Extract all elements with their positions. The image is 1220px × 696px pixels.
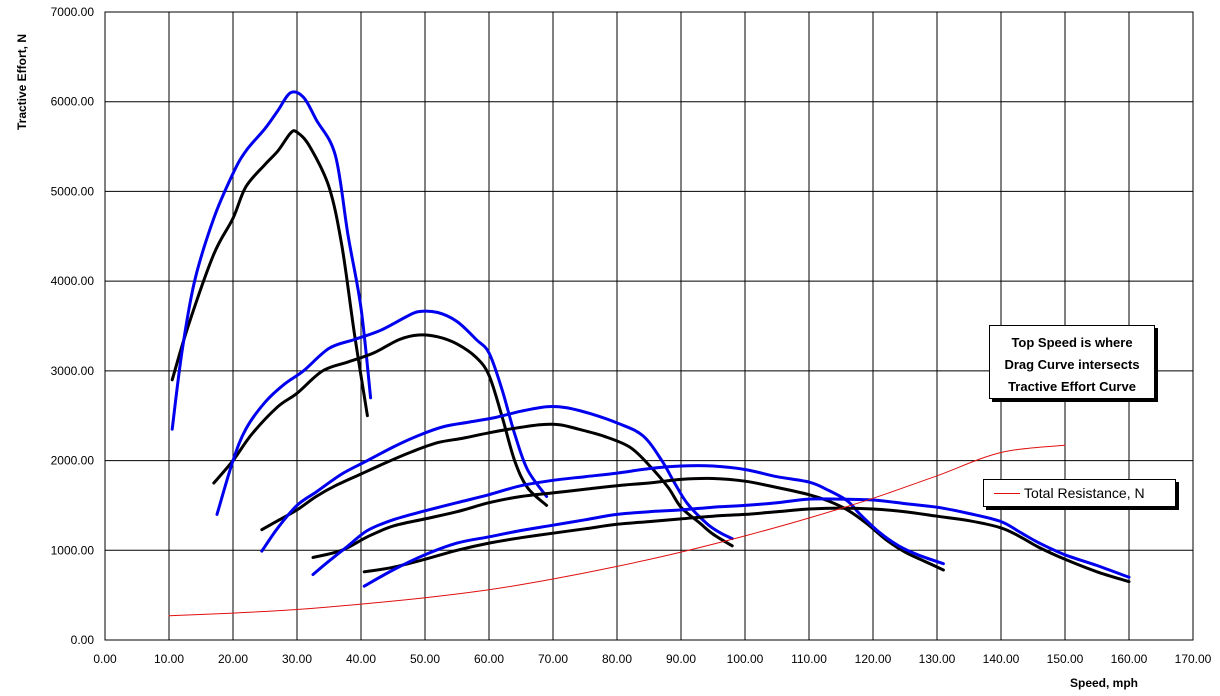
y-axis-title: Tractive Effort, N: [15, 34, 29, 130]
x-axis-title: Speed, mph: [1070, 676, 1138, 690]
x-tick-label: 100.00: [727, 652, 764, 666]
series-line-7: [311, 464, 945, 576]
x-tick-label: 0.00: [93, 652, 117, 666]
annotation-line-3: Tractive Effort Curve: [1008, 379, 1136, 394]
x-tick-label: 50.00: [410, 652, 440, 666]
y-tick-label: 4000.00: [51, 274, 95, 288]
x-tick-label: 20.00: [218, 652, 248, 666]
y-tick-label: 2000.00: [51, 454, 95, 468]
series-line-3: [215, 309, 549, 516]
x-tick-label: 140.00: [983, 652, 1020, 666]
y-tick-label: 5000.00: [51, 184, 95, 198]
y-tick-label: 3000.00: [51, 364, 95, 378]
x-tick-label: 160.00: [1111, 652, 1148, 666]
y-tick-label: 6000.00: [51, 95, 95, 109]
x-tick-label: 150.00: [1047, 652, 1084, 666]
series-line-6: [311, 476, 945, 572]
series-line-1: [170, 90, 373, 431]
y-tick-label: 0.00: [71, 633, 95, 647]
x-tick-label: 170.00: [1175, 652, 1212, 666]
y-tick-labels: 0.00 1000.00 2000.00 3000.00 4000.00 5000.00 6…: [51, 5, 95, 647]
x-tick-label: 30.00: [282, 652, 312, 666]
x-tick-labels: 0.00 10.00 20.00 30.00 40.00 50.00 60.00 70.00 8…: [93, 652, 1211, 666]
x-tick-label: 90.00: [666, 652, 696, 666]
series-line-4: [260, 422, 734, 548]
series-line-total-resistance: [168, 444, 1066, 617]
annotation-line-1: Top Speed is where: [1011, 335, 1133, 350]
y-tick-label: 1000.00: [51, 543, 95, 557]
legend-label-total-resistance: Total Resistance, N: [1024, 485, 1145, 501]
x-tick-label: 60.00: [474, 652, 504, 666]
series-line-0: [170, 129, 369, 418]
series-line-5: [260, 404, 734, 553]
x-tick-label: 120.00: [855, 652, 892, 666]
x-tick-label: 110.00: [791, 652, 827, 666]
legend-swatch-total-resistance: [994, 493, 1020, 494]
x-tick-label: 40.00: [346, 652, 376, 666]
x-tick-label: 80.00: [602, 652, 632, 666]
legend: Total Resistance, N: [983, 479, 1176, 507]
x-tick-label: 130.00: [919, 652, 956, 666]
series-line-8: [362, 506, 1131, 584]
top-speed-annotation: Top Speed is where Drag Curve intersects…: [989, 325, 1155, 399]
x-tick-label: 10.00: [154, 652, 184, 666]
series-line-2: [212, 333, 549, 507]
annotation-line-2: Drag Curve intersects: [1004, 357, 1140, 372]
x-tick-label: 70.00: [538, 652, 568, 666]
y-tick-label: 7000.00: [51, 5, 95, 19]
series-line-9: [362, 497, 1131, 588]
series-lines: [168, 90, 1131, 617]
